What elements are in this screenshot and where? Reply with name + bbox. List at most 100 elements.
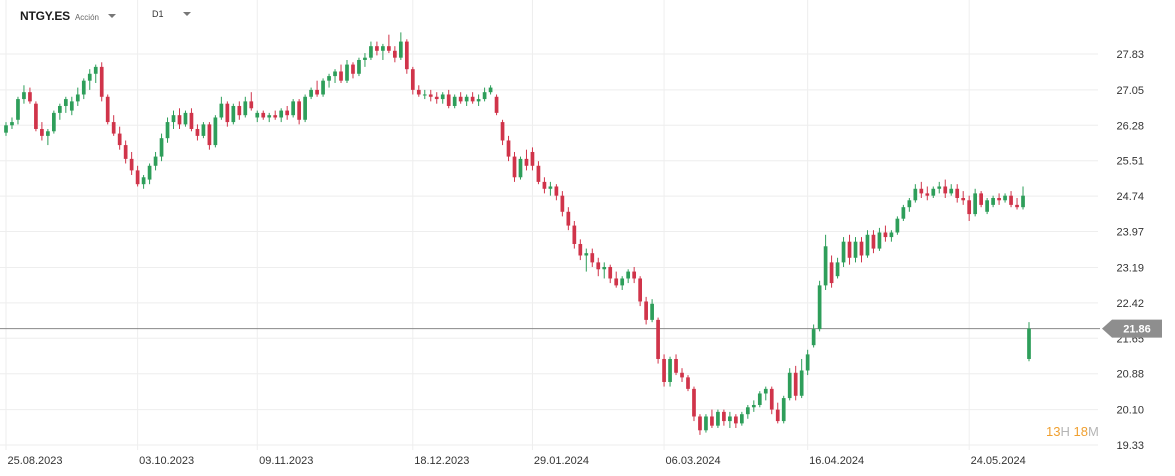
candle-body bbox=[446, 94, 451, 106]
x-tick-label: 24.05.2024 bbox=[971, 455, 1026, 467]
candle-body bbox=[674, 358, 678, 373]
candle-body bbox=[333, 71, 337, 77]
candle-body bbox=[267, 115, 272, 118]
candle-body bbox=[255, 112, 260, 118]
candle-body bbox=[339, 71, 343, 81]
candle-body bbox=[590, 253, 595, 263]
candle-body bbox=[901, 207, 906, 219]
candle-body bbox=[213, 117, 218, 146]
candle-body bbox=[668, 358, 672, 382]
candle-body bbox=[919, 188, 924, 194]
candle-body bbox=[321, 80, 325, 95]
candle-body bbox=[512, 156, 517, 178]
candle-body bbox=[638, 278, 642, 302]
candle-body bbox=[769, 388, 774, 410]
timeframe-selector[interactable]: D1 bbox=[152, 9, 191, 19]
candle-body bbox=[811, 329, 816, 346]
candle-body bbox=[52, 112, 56, 132]
candle-body bbox=[859, 241, 864, 256]
candle-body bbox=[201, 124, 206, 136]
candle-body bbox=[566, 211, 571, 226]
candle-body bbox=[327, 76, 331, 81]
candle-body bbox=[69, 101, 74, 111]
candle-body bbox=[632, 271, 637, 279]
y-tick-label: 26.28 bbox=[1116, 120, 1144, 132]
candle-body bbox=[530, 151, 535, 166]
y-tick-label: 20.88 bbox=[1116, 369, 1144, 381]
candle-body bbox=[931, 188, 936, 196]
candle-body bbox=[955, 188, 960, 198]
candle-body bbox=[165, 122, 170, 139]
candle-body bbox=[745, 407, 750, 415]
candle-body bbox=[907, 200, 912, 208]
candle-body bbox=[799, 370, 804, 396]
candle-body bbox=[159, 138, 164, 157]
candle-body bbox=[315, 89, 319, 95]
candle-body bbox=[219, 103, 224, 118]
candle-body bbox=[614, 278, 619, 286]
candle-body bbox=[345, 64, 349, 81]
candle-body bbox=[195, 128, 200, 136]
candle-body bbox=[171, 115, 176, 123]
candle-body bbox=[285, 110, 290, 116]
candle-body bbox=[237, 105, 242, 116]
candle-body bbox=[75, 94, 80, 102]
candle-body bbox=[722, 411, 726, 422]
candle-body bbox=[757, 393, 762, 405]
current-price-tag: 21.86 bbox=[1102, 319, 1162, 338]
candle-body bbox=[608, 266, 613, 279]
symbol-selector[interactable]: NTGY.ES Acción bbox=[20, 9, 116, 23]
candle-body bbox=[434, 96, 439, 100]
candle-body bbox=[440, 94, 445, 100]
candle-body bbox=[243, 101, 248, 116]
symbol-dropdown-icon[interactable] bbox=[107, 14, 116, 18]
candle-body bbox=[141, 177, 146, 185]
countdown-minutes-unit: M bbox=[1087, 424, 1099, 439]
candle-body bbox=[303, 96, 307, 120]
candle-body bbox=[787, 372, 792, 399]
candle-body bbox=[1027, 328, 1031, 359]
candle-body bbox=[763, 388, 768, 394]
candle-body bbox=[728, 416, 732, 422]
y-tick-label: 25.51 bbox=[1116, 156, 1144, 168]
instrument-type: Acción bbox=[74, 12, 99, 22]
countdown-hours-unit: H bbox=[1060, 424, 1070, 439]
candle-body bbox=[698, 416, 702, 431]
candle-body bbox=[57, 105, 62, 113]
y-tick-label: 20.10 bbox=[1116, 405, 1144, 417]
candle-body bbox=[153, 156, 158, 166]
candle-body bbox=[105, 96, 110, 123]
candle-body bbox=[817, 285, 822, 330]
candle-body bbox=[710, 416, 714, 426]
x-tick-label: 29.01.2024 bbox=[534, 455, 589, 467]
candle-body bbox=[135, 170, 140, 185]
candle-body bbox=[470, 96, 475, 102]
candle-body bbox=[357, 59, 361, 74]
candle-body bbox=[560, 195, 565, 212]
candle-body bbox=[231, 105, 236, 123]
candle-body bbox=[189, 112, 194, 129]
candle-body bbox=[883, 232, 888, 238]
candle-body bbox=[692, 388, 696, 417]
candle-body bbox=[46, 131, 50, 136]
candle-body bbox=[22, 92, 26, 100]
candle-body bbox=[686, 377, 690, 389]
y-tick-label: 23.97 bbox=[1116, 227, 1144, 239]
candle-body bbox=[578, 243, 583, 256]
timeframe-dropdown-icon[interactable] bbox=[182, 12, 191, 16]
candle-body bbox=[979, 193, 983, 205]
candle-body bbox=[183, 112, 188, 125]
candle-body bbox=[40, 128, 44, 136]
candle-body bbox=[650, 303, 654, 320]
candle-body bbox=[572, 225, 577, 244]
candle-countdown: 13H 18M bbox=[1046, 424, 1099, 439]
x-tick-label: 16.04.2024 bbox=[809, 455, 864, 467]
candle-body bbox=[775, 409, 780, 422]
candle-body bbox=[841, 241, 846, 263]
candle-body bbox=[147, 165, 152, 180]
countdown-hours: 13 bbox=[1046, 424, 1061, 439]
candle-body bbox=[225, 103, 230, 123]
candle-body bbox=[751, 404, 756, 408]
candle-body bbox=[63, 99, 68, 106]
